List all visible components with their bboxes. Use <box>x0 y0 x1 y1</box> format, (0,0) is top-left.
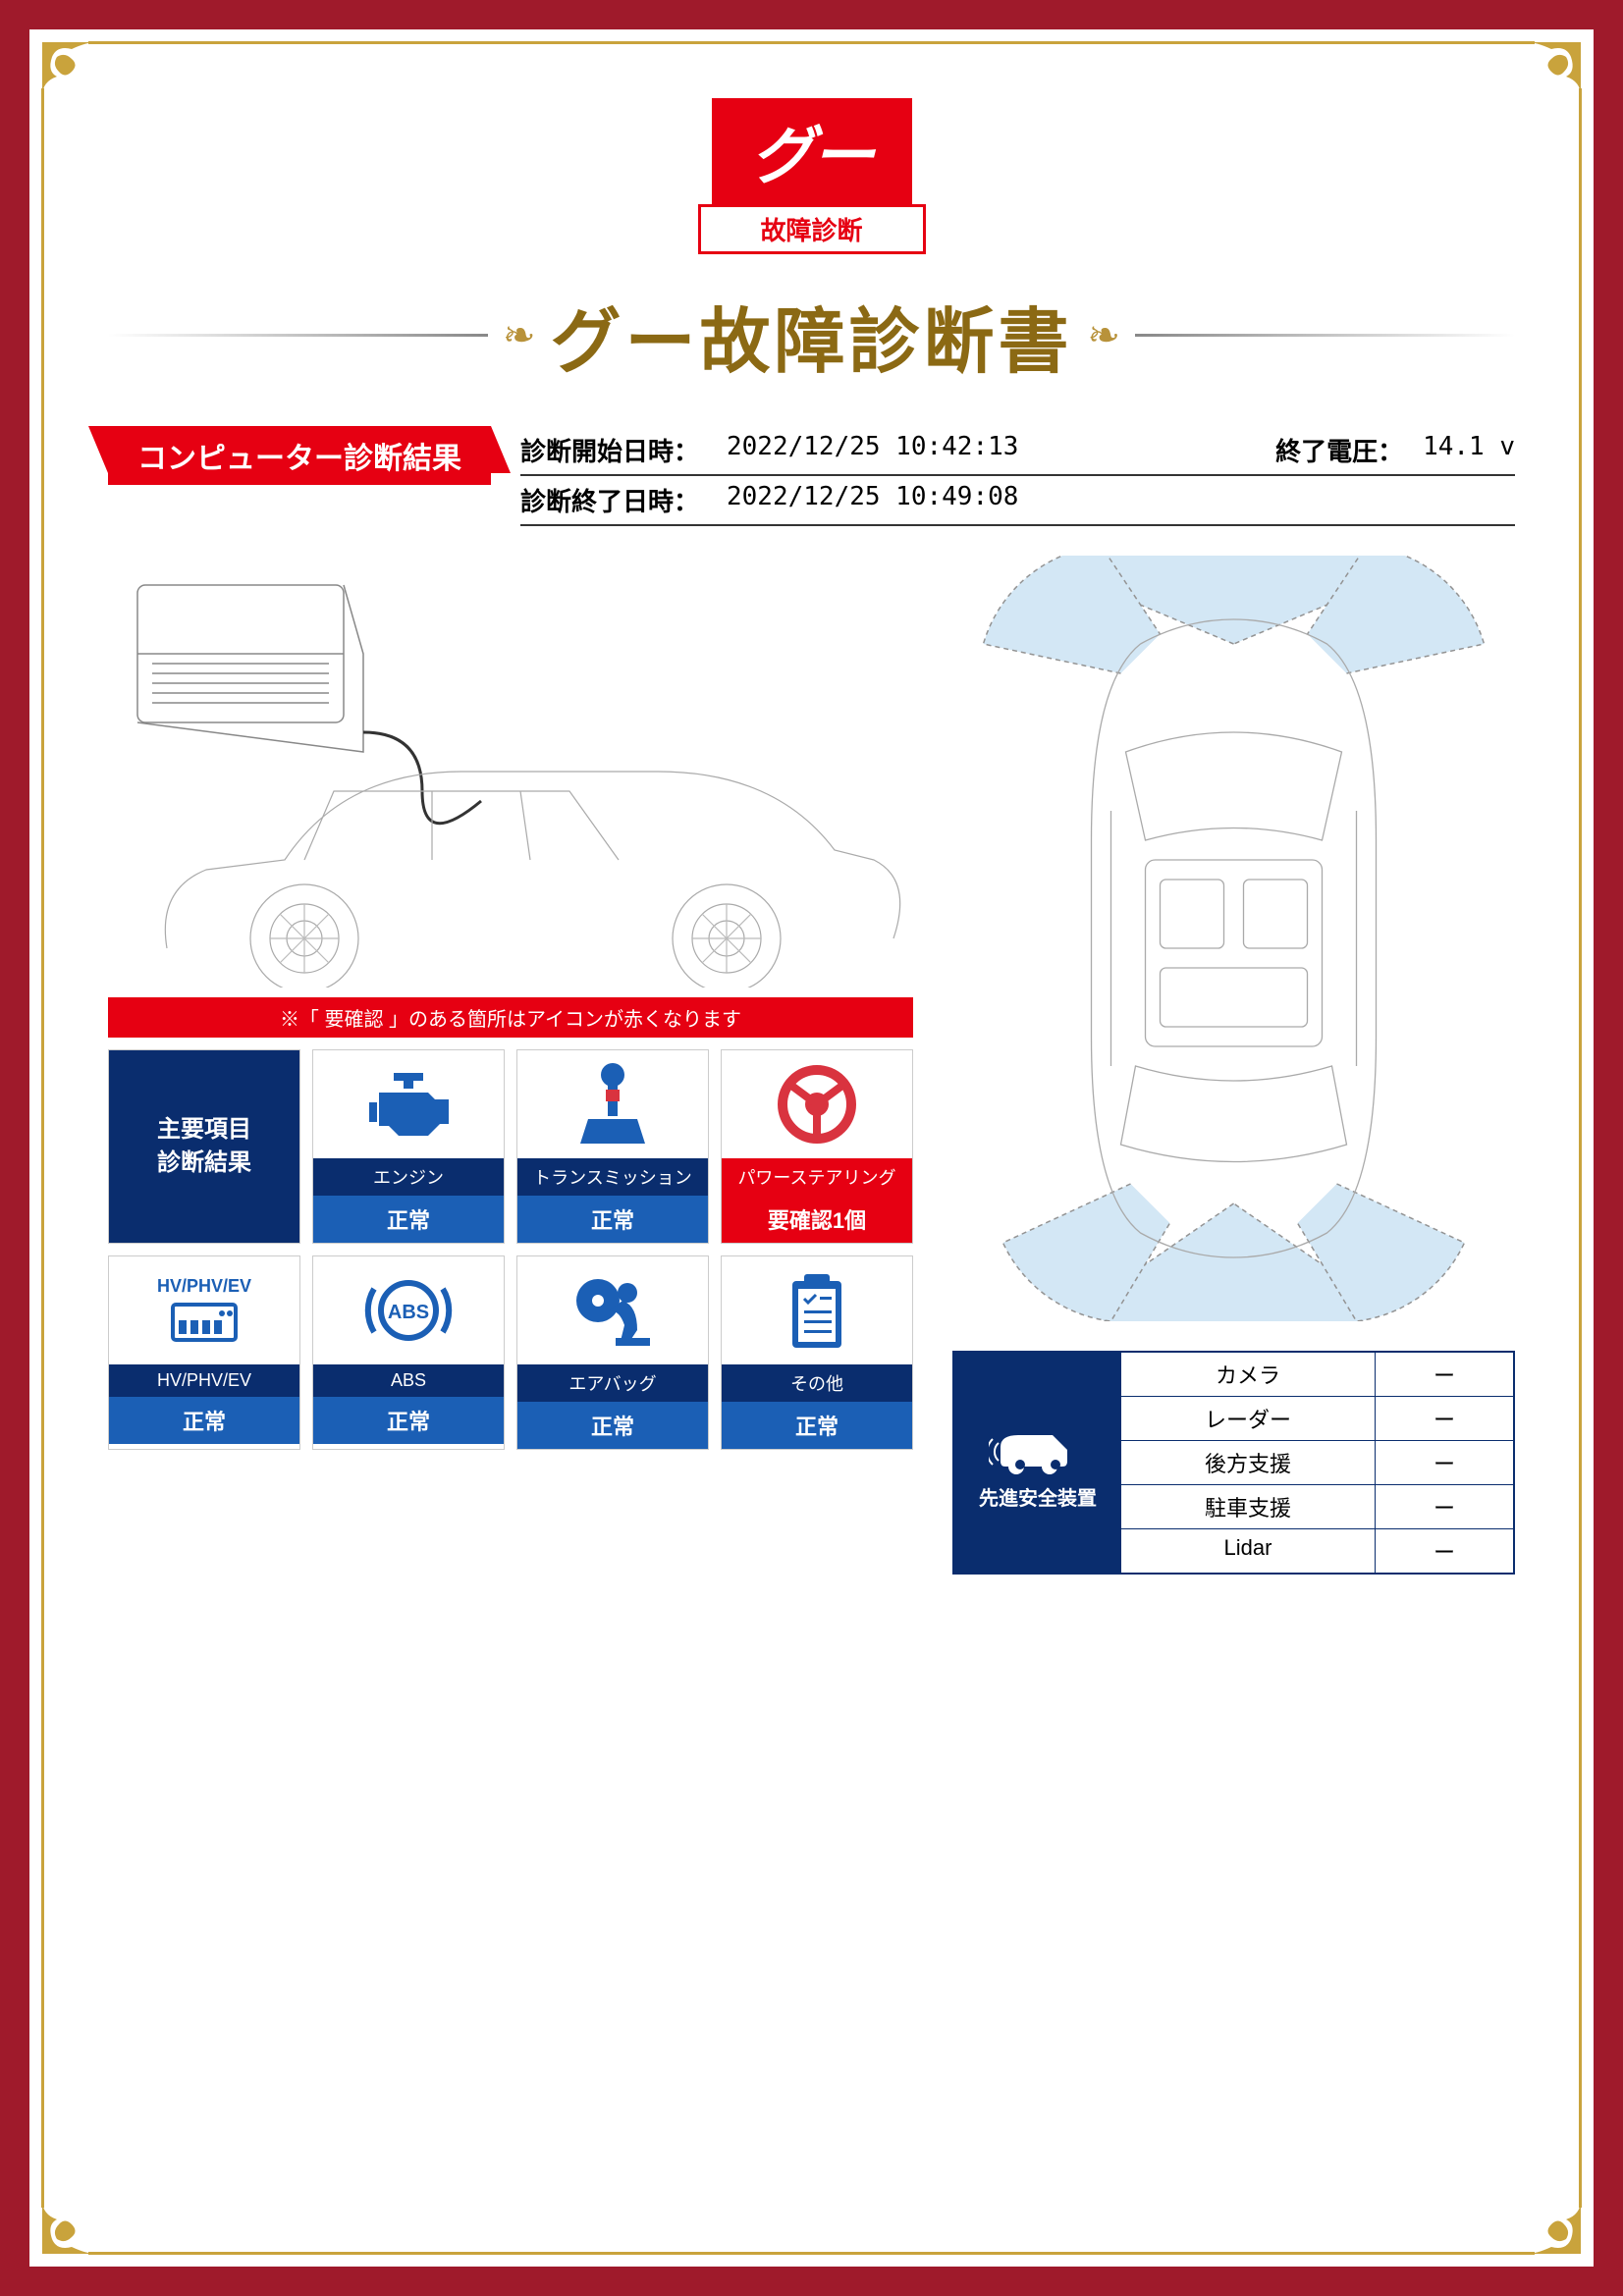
card-name: HV/PHV/EV <box>109 1364 299 1397</box>
airbag-icon <box>517 1256 708 1364</box>
meta-row: 診断開始日時： 2022/12/25 10:42:13 終了電圧： 14.1 v <box>520 426 1515 476</box>
steering-icon <box>722 1050 912 1158</box>
card-status: 正常 <box>109 1397 299 1444</box>
diag-card-other: その他 正常 <box>721 1255 913 1450</box>
card-status: 正常 <box>517 1196 708 1243</box>
diagram-right: 先進安全装置 カメラー レーダーー 後方支援ー 駐車支援ー Lidarー <box>952 556 1515 1575</box>
safety-val: ー <box>1376 1485 1513 1528</box>
car-top-diagram <box>952 556 1515 1321</box>
diag-card-hvev: HV/PHV/EV HV/PHV/EV 正常 <box>108 1255 300 1450</box>
corner-ornament-icon <box>37 2190 106 2259</box>
svg-text:ABS: ABS <box>388 1302 429 1323</box>
logo-block: グー 故障診断 <box>108 98 1515 254</box>
gold-border <box>1579 88 1582 2208</box>
main-card-l2: 診断結果 <box>157 1147 251 1180</box>
page-title: グー故障診断書 <box>551 284 1073 387</box>
meta-start-val: 2022/12/25 10:42:13 <box>727 432 1018 468</box>
engine-icon <box>313 1050 504 1158</box>
safety-row: レーダーー <box>1121 1397 1513 1441</box>
card-name: その他 <box>722 1364 912 1402</box>
hvev-text: HV/PHV/EV <box>157 1276 251 1297</box>
abs-icon: ABS <box>313 1256 504 1364</box>
hvev-icon: HV/PHV/EV <box>109 1256 299 1364</box>
diagnosis-grid: 主要項目 診断結果 エンジン 正常 トランスミッション 正常 <box>108 1049 913 1450</box>
safety-name: Lidar <box>1121 1529 1376 1573</box>
diag-card-steering: パワーステアリング 要確認1個 <box>721 1049 913 1244</box>
card-name: ABS <box>313 1364 504 1397</box>
clipboard-icon <box>722 1256 912 1364</box>
diag-card-abs: ABS ABS 正常 <box>312 1255 505 1450</box>
gold-border <box>88 2252 1535 2255</box>
safety-val: ー <box>1376 1353 1513 1396</box>
main-card: 主要項目 診断結果 <box>108 1049 300 1244</box>
card-status: 正常 <box>313 1196 504 1243</box>
card-status: 正常 <box>722 1402 912 1449</box>
diagram-left: ※「 要確認 」のある箇所はアイコンが赤くなります 主要項目 診断結果 エンジン… <box>108 556 913 1450</box>
section-label: コンピューター診断結果 <box>108 426 491 485</box>
safety-row: 駐車支援ー <box>1121 1485 1513 1529</box>
safety-header-label: 先進安全装置 <box>979 1482 1097 1511</box>
safety-name: レーダー <box>1121 1397 1376 1440</box>
card-name: エンジン <box>313 1158 504 1196</box>
card-name: パワーステアリング <box>722 1158 912 1196</box>
diag-card-airbag: エアバッグ 正常 <box>516 1255 709 1450</box>
main-card-head: 主要項目 診断結果 <box>109 1050 299 1243</box>
car-sensor-icon <box>989 1415 1087 1474</box>
gold-border <box>88 41 1535 44</box>
safety-header: 先進安全装置 <box>954 1353 1121 1573</box>
main-card-l1: 主要項目 <box>157 1113 251 1147</box>
flourish-icon: ❧ <box>503 313 536 358</box>
safety-rows: カメラー レーダーー 後方支援ー 駐車支援ー Lidarー <box>1121 1353 1513 1573</box>
corner-ornament-icon <box>1517 2190 1586 2259</box>
meta-end-val: 2022/12/25 10:49:08 <box>727 482 1018 518</box>
meta-rows: 診断開始日時： 2022/12/25 10:42:13 終了電圧： 14.1 v… <box>520 426 1515 526</box>
safety-name: カメラ <box>1121 1353 1376 1396</box>
header-band: コンピューター診断結果 診断開始日時： 2022/12/25 10:42:13 … <box>108 426 1515 526</box>
card-name: エアバッグ <box>517 1364 708 1402</box>
safety-name: 駐車支援 <box>1121 1485 1376 1528</box>
diagrams: ※「 要確認 」のある箇所はアイコンが赤くなります 主要項目 診断結果 エンジン… <box>108 556 1515 1575</box>
logo-brand: グー <box>712 98 912 204</box>
card-status: 正常 <box>313 1397 504 1444</box>
safety-row: Lidarー <box>1121 1529 1513 1573</box>
safety-row: カメラー <box>1121 1353 1513 1397</box>
transmission-icon <box>517 1050 708 1158</box>
card-status: 正常 <box>517 1402 708 1449</box>
safety-val: ー <box>1376 1441 1513 1484</box>
safety-name: 後方支援 <box>1121 1441 1376 1484</box>
card-name: トランスミッション <box>517 1158 708 1196</box>
gold-border <box>41 88 44 2208</box>
flourish-icon: ❧ <box>1088 313 1121 358</box>
title-line <box>1135 334 1515 337</box>
certificate-page: グー 故障診断 ❧ グー故障診断書 ❧ コンピューター診断結果 診断開始日時： … <box>0 0 1623 2296</box>
meta-row: 診断終了日時： 2022/12/25 10:49:08 <box>520 476 1515 526</box>
meta-volt-label: 終了電圧： <box>1275 432 1413 468</box>
content-area: グー 故障診断 ❧ グー故障診断書 ❧ コンピューター診断結果 診断開始日時： … <box>59 59 1564 1614</box>
diag-card-transmission: トランスミッション 正常 <box>516 1049 709 1244</box>
title-row: ❧ グー故障診断書 ❧ <box>108 284 1515 387</box>
card-status: 要確認1個 <box>722 1196 912 1243</box>
logo-sub: 故障診断 <box>698 204 926 254</box>
title-line <box>108 334 488 337</box>
safety-row: 後方支援ー <box>1121 1441 1513 1485</box>
safety-val: ー <box>1376 1529 1513 1573</box>
legend-bar: ※「 要確認 」のある箇所はアイコンが赤くなります <box>108 997 913 1038</box>
meta-volt-val: 14.1 v <box>1423 432 1515 468</box>
diag-card-engine: エンジン 正常 <box>312 1049 505 1244</box>
inner-frame: グー 故障診断 ❧ グー故障診断書 ❧ コンピューター診断結果 診断開始日時： … <box>29 29 1594 2267</box>
safety-table: 先進安全装置 カメラー レーダーー 後方支援ー 駐車支援ー Lidarー <box>952 1351 1515 1575</box>
safety-val: ー <box>1376 1397 1513 1440</box>
meta-end-label: 診断終了日時： <box>520 482 717 518</box>
meta-start-label: 診断開始日時： <box>520 432 717 468</box>
car-side-diagram <box>108 556 913 988</box>
